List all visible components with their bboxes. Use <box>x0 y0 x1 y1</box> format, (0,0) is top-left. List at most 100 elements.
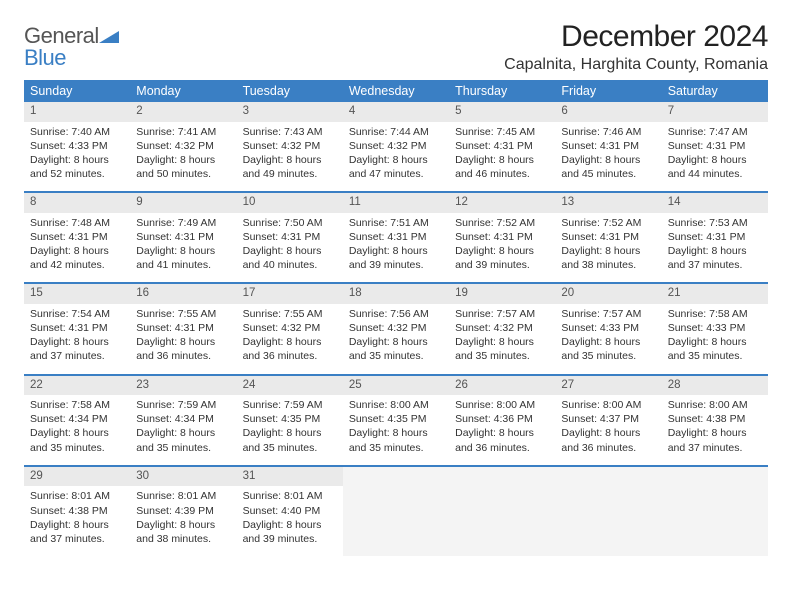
day-info-cell <box>662 486 768 556</box>
daylight-line: Daylight: 8 hours and 39 minutes. <box>349 244 443 272</box>
daylight-line: Daylight: 8 hours and 35 minutes. <box>243 426 337 454</box>
sunrise-line: Sunrise: 7:49 AM <box>136 216 230 230</box>
day-number-cell: 12 <box>449 192 555 213</box>
day-number-cell: 15 <box>24 283 130 304</box>
header-bar: General Blue December 2024 Capalnita, Ha… <box>24 20 768 74</box>
day-number-cell: 3 <box>237 102 343 122</box>
daylight-line: Daylight: 8 hours and 35 minutes. <box>30 426 124 454</box>
sunrise-line: Sunrise: 7:59 AM <box>136 398 230 412</box>
day-info-cell: Sunrise: 8:01 AMSunset: 4:38 PMDaylight:… <box>24 486 130 556</box>
day-info-cell: Sunrise: 7:55 AMSunset: 4:32 PMDaylight:… <box>237 304 343 375</box>
day-info-cell: Sunrise: 7:51 AMSunset: 4:31 PMDaylight:… <box>343 213 449 284</box>
col-tue: Tuesday <box>237 80 343 102</box>
sunset-line: Sunset: 4:32 PM <box>349 139 443 153</box>
sunset-line: Sunset: 4:32 PM <box>455 321 549 335</box>
day-number-cell: 25 <box>343 375 449 396</box>
day-number-cell: 16 <box>130 283 236 304</box>
day-info-cell <box>449 486 555 556</box>
day-number-cell: 1 <box>24 102 130 122</box>
day-info-cell: Sunrise: 7:57 AMSunset: 4:32 PMDaylight:… <box>449 304 555 375</box>
sunrise-line: Sunrise: 7:52 AM <box>455 216 549 230</box>
calendar-table: Sunday Monday Tuesday Wednesday Thursday… <box>24 80 768 556</box>
day-number-cell: 27 <box>555 375 661 396</box>
col-thu: Thursday <box>449 80 555 102</box>
sunset-line: Sunset: 4:31 PM <box>136 321 230 335</box>
day-info-cell: Sunrise: 7:52 AMSunset: 4:31 PMDaylight:… <box>449 213 555 284</box>
daylight-line: Daylight: 8 hours and 37 minutes. <box>668 244 762 272</box>
sunset-line: Sunset: 4:40 PM <box>243 504 337 518</box>
daylight-line: Daylight: 8 hours and 35 minutes. <box>349 335 443 363</box>
sunrise-line: Sunrise: 8:00 AM <box>349 398 443 412</box>
daylight-line: Daylight: 8 hours and 45 minutes. <box>561 153 655 181</box>
daylight-line: Daylight: 8 hours and 38 minutes. <box>136 518 230 546</box>
day-number-cell: 8 <box>24 192 130 213</box>
sunset-line: Sunset: 4:37 PM <box>561 412 655 426</box>
day-info-cell: Sunrise: 7:52 AMSunset: 4:31 PMDaylight:… <box>555 213 661 284</box>
day-number-cell <box>662 466 768 487</box>
sunset-line: Sunset: 4:32 PM <box>243 321 337 335</box>
day-number-cell: 6 <box>555 102 661 122</box>
sunset-line: Sunset: 4:32 PM <box>349 321 443 335</box>
sunrise-line: Sunrise: 7:48 AM <box>30 216 124 230</box>
sunrise-line: Sunrise: 7:50 AM <box>243 216 337 230</box>
logo: General Blue <box>24 20 119 69</box>
col-wed: Wednesday <box>343 80 449 102</box>
day-info-cell: Sunrise: 8:00 AMSunset: 4:38 PMDaylight:… <box>662 395 768 466</box>
sunrise-line: Sunrise: 7:59 AM <box>243 398 337 412</box>
day-info-cell: Sunrise: 7:59 AMSunset: 4:35 PMDaylight:… <box>237 395 343 466</box>
sunrise-line: Sunrise: 7:55 AM <box>136 307 230 321</box>
daylight-line: Daylight: 8 hours and 35 minutes. <box>455 335 549 363</box>
day-number-cell: 2 <box>130 102 236 122</box>
sunset-line: Sunset: 4:35 PM <box>349 412 443 426</box>
sunrise-line: Sunrise: 7:58 AM <box>30 398 124 412</box>
day-number-cell: 23 <box>130 375 236 396</box>
daylight-line: Daylight: 8 hours and 40 minutes. <box>243 244 337 272</box>
sunset-line: Sunset: 4:35 PM <box>243 412 337 426</box>
sunset-line: Sunset: 4:33 PM <box>30 139 124 153</box>
day-info-cell: Sunrise: 7:56 AMSunset: 4:32 PMDaylight:… <box>343 304 449 375</box>
sunrise-line: Sunrise: 7:40 AM <box>30 125 124 139</box>
day-info-cell: Sunrise: 7:50 AMSunset: 4:31 PMDaylight:… <box>237 213 343 284</box>
day-info-cell: Sunrise: 7:58 AMSunset: 4:33 PMDaylight:… <box>662 304 768 375</box>
sunset-line: Sunset: 4:31 PM <box>561 230 655 244</box>
sunrise-line: Sunrise: 7:41 AM <box>136 125 230 139</box>
day-info-cell: Sunrise: 7:44 AMSunset: 4:32 PMDaylight:… <box>343 122 449 193</box>
sunset-line: Sunset: 4:31 PM <box>243 230 337 244</box>
daylight-line: Daylight: 8 hours and 36 minutes. <box>243 335 337 363</box>
day-info-cell: Sunrise: 7:43 AMSunset: 4:32 PMDaylight:… <box>237 122 343 193</box>
page-title: December 2024 <box>504 20 768 54</box>
day-info-cell <box>343 486 449 556</box>
sunset-line: Sunset: 4:32 PM <box>136 139 230 153</box>
logo-triangle-icon <box>99 29 119 48</box>
sunset-line: Sunset: 4:31 PM <box>561 139 655 153</box>
day-number-cell <box>343 466 449 487</box>
day-info-cell: Sunrise: 7:59 AMSunset: 4:34 PMDaylight:… <box>130 395 236 466</box>
sunset-line: Sunset: 4:32 PM <box>243 139 337 153</box>
sunrise-line: Sunrise: 7:58 AM <box>668 307 762 321</box>
daylight-line: Daylight: 8 hours and 35 minutes. <box>561 335 655 363</box>
sunrise-line: Sunrise: 7:44 AM <box>349 125 443 139</box>
sunrise-line: Sunrise: 7:54 AM <box>30 307 124 321</box>
sunset-line: Sunset: 4:31 PM <box>455 139 549 153</box>
daylight-line: Daylight: 8 hours and 52 minutes. <box>30 153 124 181</box>
daynum-row: 15161718192021 <box>24 283 768 304</box>
day-info-cell: Sunrise: 7:58 AMSunset: 4:34 PMDaylight:… <box>24 395 130 466</box>
sunset-line: Sunset: 4:39 PM <box>136 504 230 518</box>
sunset-line: Sunset: 4:38 PM <box>30 504 124 518</box>
day-info-cell <box>555 486 661 556</box>
day-info-cell: Sunrise: 8:01 AMSunset: 4:40 PMDaylight:… <box>237 486 343 556</box>
sunset-line: Sunset: 4:34 PM <box>30 412 124 426</box>
sunrise-line: Sunrise: 8:01 AM <box>243 489 337 503</box>
sunset-line: Sunset: 4:38 PM <box>668 412 762 426</box>
sunrise-line: Sunrise: 7:57 AM <box>455 307 549 321</box>
sunset-line: Sunset: 4:31 PM <box>349 230 443 244</box>
day-number-cell: 26 <box>449 375 555 396</box>
day-info-cell: Sunrise: 7:54 AMSunset: 4:31 PMDaylight:… <box>24 304 130 375</box>
day-info-cell: Sunrise: 8:00 AMSunset: 4:35 PMDaylight:… <box>343 395 449 466</box>
sunrise-line: Sunrise: 7:56 AM <box>349 307 443 321</box>
sunrise-line: Sunrise: 7:53 AM <box>668 216 762 230</box>
day-info-cell: Sunrise: 7:45 AMSunset: 4:31 PMDaylight:… <box>449 122 555 193</box>
day-number-cell: 31 <box>237 466 343 487</box>
day-info-cell: Sunrise: 7:40 AMSunset: 4:33 PMDaylight:… <box>24 122 130 193</box>
daylight-line: Daylight: 8 hours and 36 minutes. <box>136 335 230 363</box>
